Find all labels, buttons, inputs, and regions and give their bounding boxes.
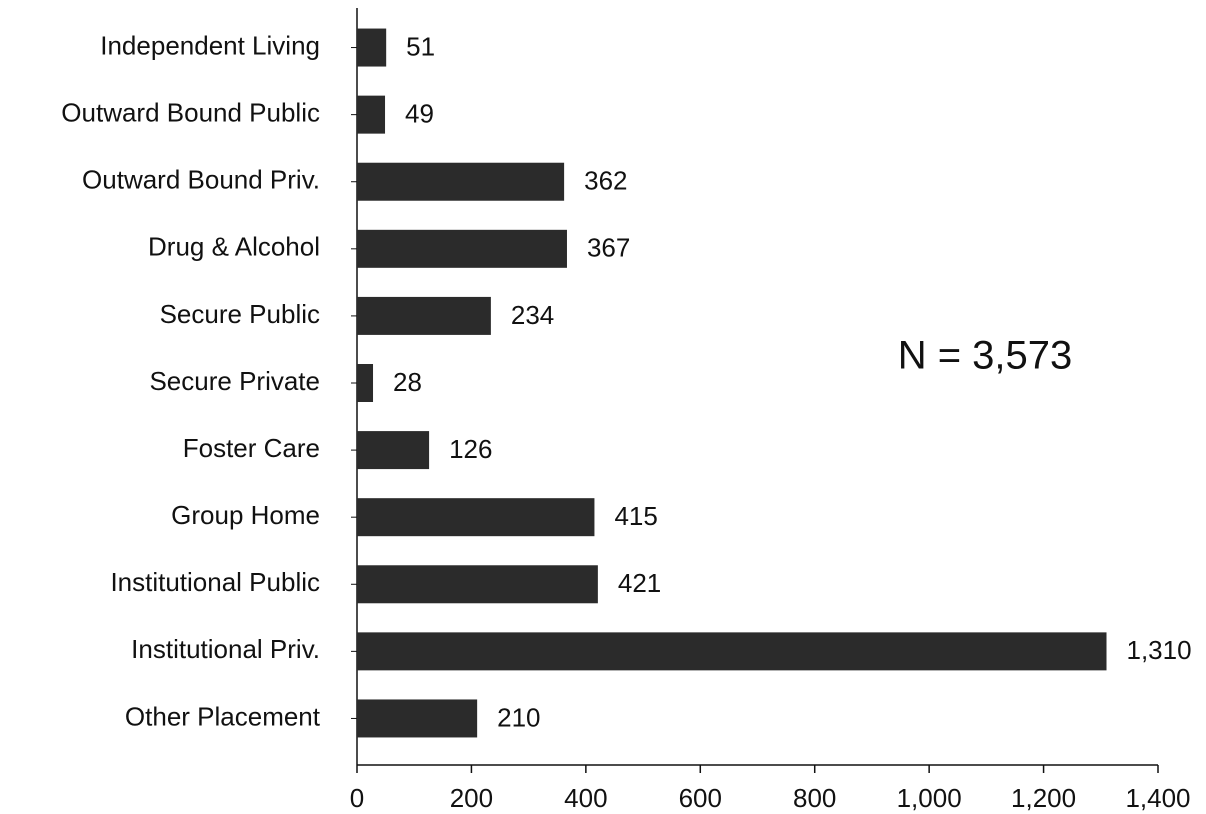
bar — [357, 565, 598, 604]
y-tick-label: Foster Care — [183, 433, 320, 463]
bar — [357, 95, 386, 134]
y-tick-label: Institutional Priv. — [131, 634, 320, 664]
x-tick-label: 1,200 — [1011, 783, 1076, 813]
data-label: 28 — [393, 367, 422, 397]
bar — [357, 28, 387, 67]
y-tick-label: Group Home — [171, 500, 320, 530]
y-tick-label: Institutional Public — [110, 567, 320, 597]
y-tick-label: Independent Living — [100, 30, 320, 60]
data-label: 210 — [497, 702, 540, 732]
bar — [357, 296, 491, 335]
data-label: 234 — [511, 300, 554, 330]
bar — [357, 229, 567, 268]
x-tick-label: 800 — [793, 783, 836, 813]
bar — [357, 699, 478, 738]
x-tick-label: 1,000 — [897, 783, 962, 813]
y-tick-label: Secure Private — [149, 366, 320, 396]
bar — [357, 364, 374, 402]
x-tick-label: 200 — [450, 783, 493, 813]
bar — [357, 632, 1107, 671]
data-label: 362 — [584, 166, 627, 196]
y-tick-label: Drug & Alcohol — [148, 232, 320, 262]
y-tick-label: Secure Public — [160, 299, 320, 329]
x-tick-label: 600 — [679, 783, 722, 813]
data-label: 421 — [618, 568, 661, 598]
bar — [357, 431, 430, 470]
data-label: 126 — [449, 434, 492, 464]
x-tick-label: 400 — [564, 783, 607, 813]
data-label: 49 — [405, 99, 434, 129]
x-tick-label: 0 — [350, 783, 364, 813]
bar — [357, 162, 565, 201]
y-tick-label: Outward Bound Public — [61, 98, 320, 128]
data-label: 367 — [587, 233, 630, 263]
annotation: N = 3,573 — [898, 334, 1073, 378]
y-tick-label: Other Placement — [125, 701, 321, 731]
bar — [357, 498, 595, 537]
y-tick-label: Outward Bound Priv. — [82, 165, 320, 195]
data-label: 1,310 — [1127, 635, 1192, 665]
x-tick-label: 1,400 — [1125, 783, 1190, 813]
data-label: 415 — [614, 501, 657, 531]
data-label: 51 — [406, 31, 435, 61]
